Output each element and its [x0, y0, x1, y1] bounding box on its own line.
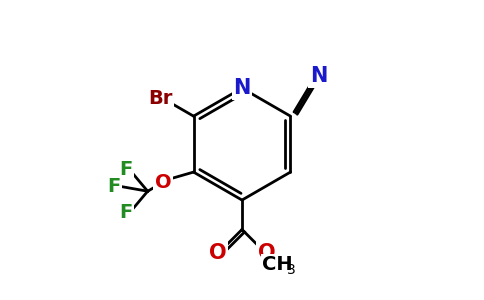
Text: O: O [155, 173, 171, 192]
Text: O: O [258, 243, 275, 263]
Text: 3: 3 [287, 263, 296, 277]
Text: CH: CH [262, 255, 293, 274]
Text: Br: Br [148, 89, 173, 108]
Text: F: F [107, 177, 121, 196]
Text: F: F [119, 160, 133, 179]
Text: O: O [209, 243, 226, 263]
Text: N: N [310, 66, 327, 86]
Text: N: N [233, 78, 251, 98]
Text: F: F [119, 203, 133, 222]
